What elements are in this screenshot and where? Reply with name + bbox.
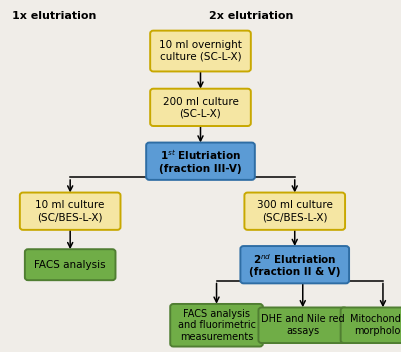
Text: 200 ml culture
(SC-L-X): 200 ml culture (SC-L-X) (162, 96, 239, 118)
Text: 1x elutriation: 1x elutriation (12, 11, 96, 21)
Text: 10 ml overnight
culture (SC-L-X): 10 ml overnight culture (SC-L-X) (159, 40, 242, 62)
Text: 2x elutriation: 2x elutriation (209, 11, 293, 21)
FancyBboxPatch shape (170, 304, 263, 346)
Text: 300 ml culture
(SC/BES-L-X): 300 ml culture (SC/BES-L-X) (257, 200, 333, 222)
Text: 2$^{nd}$ Elutriation
(fraction II & V): 2$^{nd}$ Elutriation (fraction II & V) (249, 252, 340, 277)
FancyBboxPatch shape (150, 31, 251, 71)
FancyBboxPatch shape (25, 249, 115, 280)
FancyBboxPatch shape (150, 89, 251, 126)
Text: DHE and Nile red
assays: DHE and Nile red assays (261, 314, 344, 336)
FancyBboxPatch shape (244, 193, 345, 230)
FancyBboxPatch shape (340, 308, 401, 343)
FancyBboxPatch shape (146, 143, 255, 180)
FancyBboxPatch shape (240, 246, 349, 283)
Text: 10 ml culture
(SC/BES-L-X): 10 ml culture (SC/BES-L-X) (35, 200, 105, 222)
FancyBboxPatch shape (258, 308, 347, 343)
Text: FACS analysis: FACS analysis (34, 260, 106, 270)
Text: Mitochondrial
morphology: Mitochondrial morphology (350, 314, 401, 336)
FancyBboxPatch shape (20, 193, 120, 230)
Text: FACS analysis
and fluorimetric
measurements: FACS analysis and fluorimetric measureme… (178, 309, 255, 342)
Text: 1$^{st}$ Elutriation
(fraction III-V): 1$^{st}$ Elutriation (fraction III-V) (159, 149, 242, 174)
